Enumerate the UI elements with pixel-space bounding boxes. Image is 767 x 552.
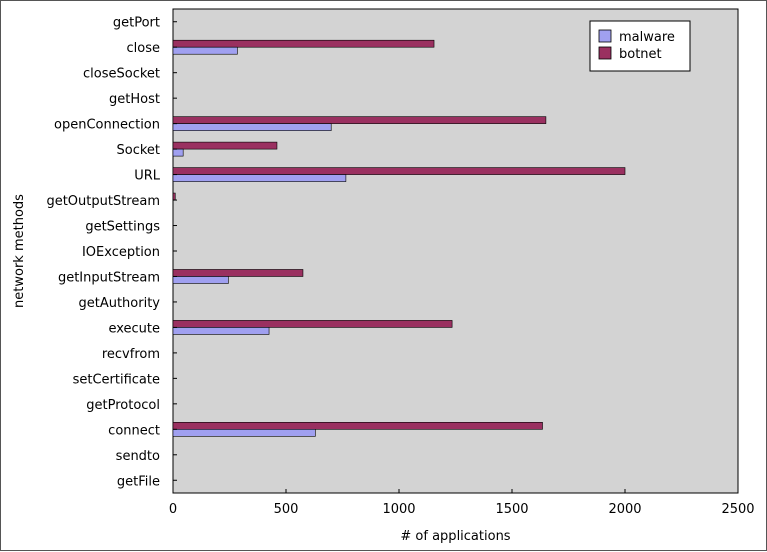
legend-box <box>589 20 691 72</box>
y-tick-label: openConnection <box>54 118 160 133</box>
y-tick-label: closeSocket <box>83 67 160 82</box>
y-tick-label: getAuthority <box>78 296 160 311</box>
x-tick-label: 2500 <box>721 502 754 517</box>
y-axis-label: network methods <box>12 194 27 308</box>
y-tick-label: IOException <box>82 245 160 260</box>
x-tick-label: 1500 <box>495 502 528 517</box>
y-tick-label: execute <box>108 321 160 336</box>
x-tick-label: 500 <box>274 502 299 517</box>
y-tick-label: getSettings <box>85 220 160 235</box>
bar-botnet-openConnection <box>172 116 547 124</box>
legend-label-botnet: botnet <box>619 47 662 62</box>
x-tick-label: 2000 <box>608 502 641 517</box>
legend-swatch-botnet <box>598 46 612 60</box>
x-axis-label: # of applications <box>400 529 510 544</box>
bar-malware-openConnection <box>172 123 332 131</box>
x-axis: 0 500 1000 1500 2000 2500 <box>169 489 755 517</box>
y-tick-label: Socket <box>116 143 160 158</box>
x-tick-label: 0 <box>169 502 177 517</box>
bar-malware-getInputStream <box>172 276 229 284</box>
bar-malware-close <box>172 46 238 55</box>
bar-malware-execute <box>172 327 270 335</box>
legend-label-malware: malware <box>619 30 675 45</box>
legend-swatch-malware <box>598 29 612 43</box>
bar-malware-URL <box>172 174 347 182</box>
bar-botnet-getInputStream <box>172 269 304 277</box>
bar-botnet-URL <box>172 167 626 175</box>
y-tick-label: getProtocol <box>86 398 160 413</box>
y-tick-label: recvfrom <box>102 347 160 362</box>
y-tick-label: setCertificate <box>73 372 160 387</box>
bar-botnet-Socket <box>172 141 278 150</box>
x-tick-label: 1000 <box>382 502 415 517</box>
bar-malware-connect <box>172 429 316 437</box>
y-tick-label: getOutputStream <box>46 194 160 209</box>
y-tick-label: close <box>127 41 160 56</box>
bar-botnet-close <box>172 39 435 48</box>
bar-botnet-connect <box>172 422 543 430</box>
bar-botnet-execute <box>172 320 453 328</box>
y-axis: getPort close closeSocket getHost openConnec… <box>46 16 177 489</box>
bar-malware-Socket <box>172 148 184 157</box>
y-tick-label: getInputStream <box>58 270 160 285</box>
y-tick-label: getPort <box>113 16 160 31</box>
y-tick-label: URL <box>134 169 161 184</box>
y-tick-label: getFile <box>117 474 160 489</box>
y-tick-label: getHost <box>109 92 160 107</box>
legend: malware botnet <box>589 20 691 72</box>
y-tick-label: sendto <box>116 449 160 464</box>
plot-area <box>172 8 739 494</box>
bar-botnet-getOutputStream <box>172 192 176 201</box>
y-tick-label: connect <box>108 423 160 438</box>
bars-group <box>172 39 626 437</box>
